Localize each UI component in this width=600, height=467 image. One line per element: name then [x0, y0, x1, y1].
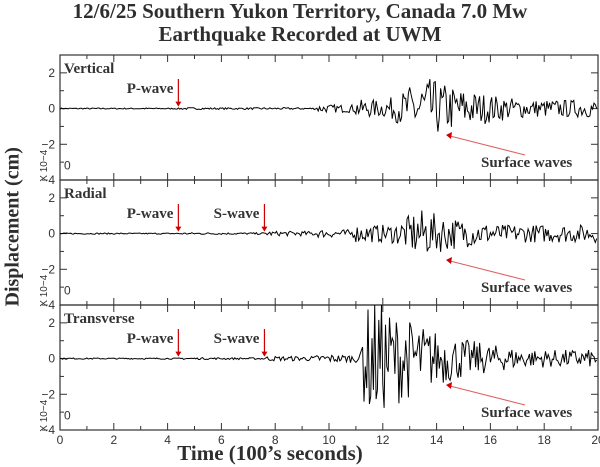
scale-exponent-label: X 10−4 — [39, 399, 50, 431]
x-tick-label: 12 — [376, 433, 390, 447]
s-wave-label: S-wave — [214, 331, 260, 347]
y-tick-label: 0 — [48, 102, 55, 116]
x-axis-label: Time (100’s seconds) — [177, 441, 363, 465]
x-tick-label: 6 — [218, 433, 225, 447]
y-tick-label: 0 — [48, 227, 55, 241]
surface-waves-label: Surface waves — [481, 405, 572, 421]
surface-waves-arrow — [449, 135, 526, 156]
p-wave-label: P-wave — [127, 206, 174, 222]
zero-marker: 0 — [64, 159, 71, 173]
x-tick-label: 20 — [591, 433, 600, 447]
y-tick-label: 2 — [48, 66, 55, 80]
title-line-2: Earthquake Recorded at UWM — [158, 22, 442, 46]
y-tick-label: −2 — [41, 262, 55, 276]
p-wave-label: P-wave — [127, 331, 174, 347]
surface-waves-arrow — [449, 260, 526, 281]
zero-marker: 0 — [64, 284, 71, 298]
x-tick-label: 14 — [430, 433, 444, 447]
zero-marker: 0 — [64, 409, 71, 423]
x-tick-label: 18 — [538, 433, 552, 447]
chart-title: 12/6/25 Southern Yukon Territory, Canada… — [0, 0, 600, 46]
component-label: Vertical — [64, 61, 114, 77]
y-tick-label: −2 — [41, 137, 55, 151]
p-wave-label: P-wave — [127, 81, 174, 97]
surface-waves-label: Surface waves — [481, 280, 572, 296]
waveform-trace-radial — [59, 210, 598, 252]
scale-exponent-label: X 10−4 — [39, 274, 50, 306]
surface-waves-arrow — [449, 385, 526, 406]
y-tick-label: −4 — [41, 173, 55, 187]
surface-waves-label: Surface waves — [481, 155, 572, 171]
scale-exponent-label: X 10−4 — [39, 149, 50, 181]
waveform-trace-vertical — [59, 79, 598, 132]
y-tick-label: −4 — [41, 423, 55, 437]
y-tick-label: 2 — [48, 316, 55, 330]
title-line-1: 12/6/25 Southern Yukon Territory, Canada… — [72, 0, 528, 23]
x-tick-label: 16 — [484, 433, 498, 447]
x-tick-label: 0 — [57, 433, 64, 447]
waveform-trace-transverse — [60, 304, 598, 408]
x-tick-label: 4 — [164, 433, 171, 447]
y-tick-label: −4 — [41, 298, 55, 312]
component-label: Radial — [64, 186, 107, 202]
x-tick-label: 8 — [272, 433, 279, 447]
s-wave-label: S-wave — [214, 206, 260, 222]
y-tick-label: 0 — [48, 352, 55, 366]
x-tick-label: 2 — [110, 433, 117, 447]
y-tick-label: −2 — [41, 387, 55, 401]
y-tick-label: 2 — [48, 191, 55, 205]
component-label: Transverse — [64, 311, 135, 327]
x-tick-label: 10 — [322, 433, 336, 447]
